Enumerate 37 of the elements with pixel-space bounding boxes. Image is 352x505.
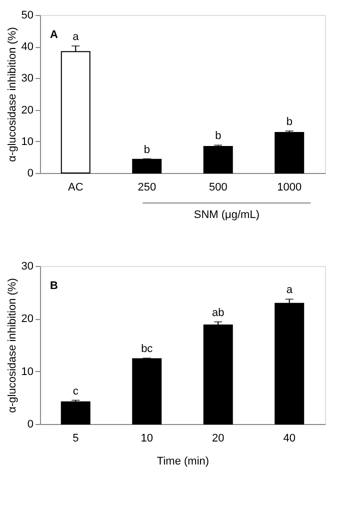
x-tick-label: 40 bbox=[283, 432, 296, 444]
bar bbox=[274, 302, 304, 424]
y-tick-label: 20 bbox=[21, 104, 34, 116]
bar bbox=[132, 158, 162, 174]
x-tick-label: 500 bbox=[208, 182, 228, 194]
annotation: A bbox=[50, 29, 58, 41]
x-tick-label: 10 bbox=[140, 432, 153, 444]
y-tick-label: 30 bbox=[21, 72, 34, 85]
y-tick-label: 0 bbox=[27, 168, 34, 180]
annotation: b bbox=[144, 144, 150, 156]
annotation: B bbox=[50, 280, 58, 292]
x-tick-label: 250 bbox=[138, 182, 156, 194]
y-axis-title: α-glucosidase inhibition (%) bbox=[6, 27, 18, 162]
y-tick-label: 50 bbox=[21, 10, 34, 22]
annotation: a bbox=[286, 284, 294, 296]
x-axis-title: SNM (μg/mL) bbox=[194, 209, 260, 221]
annotation: b bbox=[286, 116, 292, 128]
y-tick-label: 40 bbox=[21, 41, 34, 54]
y-tick-label: 10 bbox=[21, 136, 34, 148]
bar bbox=[60, 401, 90, 424]
y-tick-label: 20 bbox=[21, 313, 34, 326]
x-axis-title: Time (min) bbox=[156, 456, 210, 468]
x-tick-label: 1000 bbox=[277, 182, 302, 194]
bar bbox=[132, 358, 162, 424]
y-axis-title: α-glucosidase inhibition (%) bbox=[6, 278, 18, 413]
y-tick-label: 10 bbox=[21, 366, 34, 378]
annotation: c bbox=[72, 385, 79, 398]
x-tick-label: 5 bbox=[72, 432, 79, 444]
annotation: b bbox=[215, 130, 222, 142]
y-tick-label: 30 bbox=[21, 260, 34, 272]
annotation: bc bbox=[141, 343, 154, 356]
x-tick-label: AC bbox=[68, 182, 84, 194]
y-tick-label: 0 bbox=[27, 418, 34, 430]
annotation: a bbox=[72, 30, 80, 43]
x-tick-label: 20 bbox=[212, 432, 224, 444]
bar bbox=[203, 146, 233, 174]
annotation: ab bbox=[212, 306, 224, 319]
